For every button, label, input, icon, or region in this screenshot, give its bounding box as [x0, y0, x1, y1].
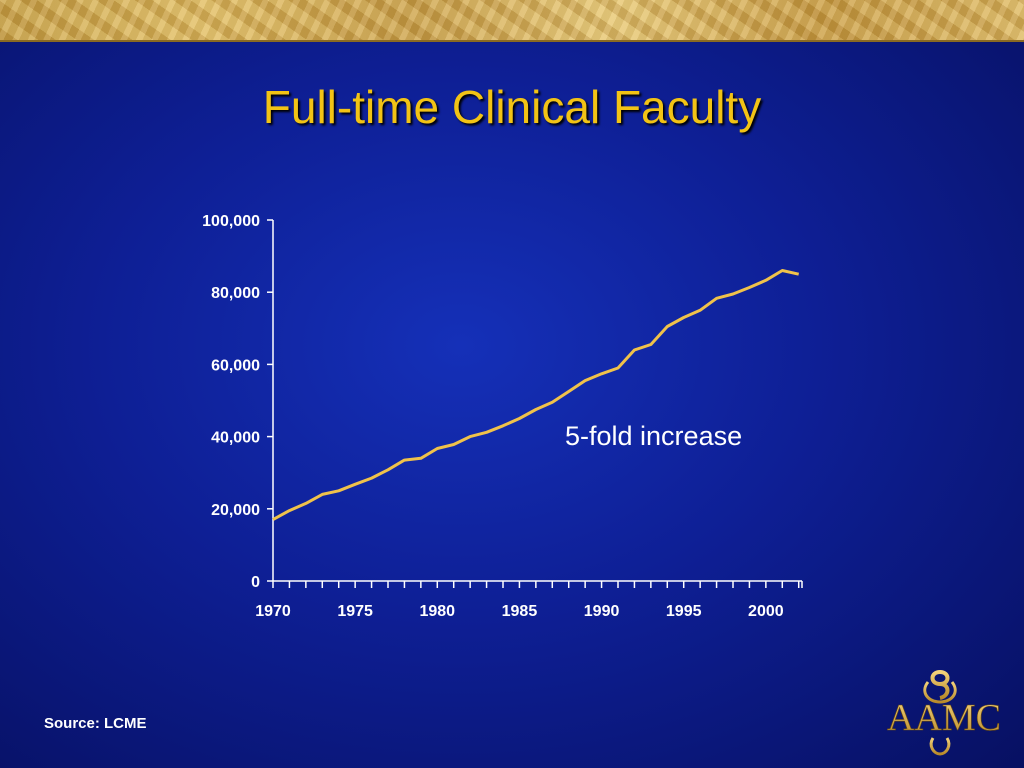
header-band	[0, 0, 1024, 42]
x-tick-label: 2000	[748, 603, 784, 620]
chart-marks	[272, 269, 800, 521]
y-tick-label: 80,000	[211, 285, 260, 302]
chart-axes: 0 20,000 40,000 60,000 80,000 100,000 1970 1975…	[202, 213, 803, 620]
x-tick-label: 1980	[419, 603, 455, 620]
source-note: Source: LCME	[44, 715, 147, 732]
x-tick-label: 1995	[666, 603, 702, 620]
x-tick-label: 1970	[255, 603, 291, 620]
aamc-logo: AAMC	[887, 670, 1001, 756]
chart-annotation: 5-fold increase	[565, 421, 742, 451]
x-tick-label: 1975	[337, 603, 373, 620]
series-line	[272, 269, 800, 521]
y-tick-label: 40,000	[211, 430, 260, 447]
y-tick-label: 60,000	[211, 357, 260, 374]
x-tick-label: 1985	[502, 603, 538, 620]
slide-title: Full-time Clinical Faculty	[262, 81, 762, 133]
y-tick-label: 20,000	[211, 502, 260, 519]
y-tick-label: 100,000	[202, 213, 260, 230]
logo-text: AAMC	[887, 697, 1001, 739]
x-tick-label: 1990	[584, 603, 620, 620]
y-tick-label: 0	[251, 574, 260, 591]
